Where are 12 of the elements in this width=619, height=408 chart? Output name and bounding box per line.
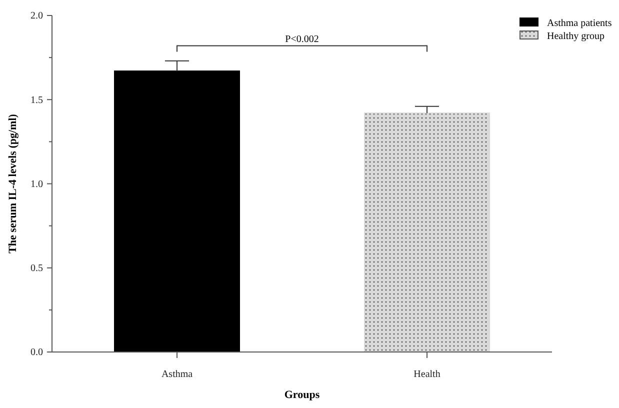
y-axis-title: The serum IL-4 levels (pg/ml) <box>7 114 19 254</box>
y-tick-label: 2.0 <box>30 10 43 22</box>
x-tick-label: Health <box>414 369 440 380</box>
annotation: P<0.002 <box>285 34 319 45</box>
x-tick-label: Asthma <box>161 369 194 380</box>
y-tick-label: 0.5 <box>30 263 43 274</box>
y-tick-label: 0.0 <box>30 347 43 358</box>
y-tick-label: 1.5 <box>30 94 43 106</box>
y-tick-label: 1.0 <box>30 178 43 190</box>
legend-label: Asthma patients <box>547 18 612 29</box>
x-axis-title: Groups <box>284 389 320 401</box>
legend-label: Healthy group <box>547 31 604 42</box>
